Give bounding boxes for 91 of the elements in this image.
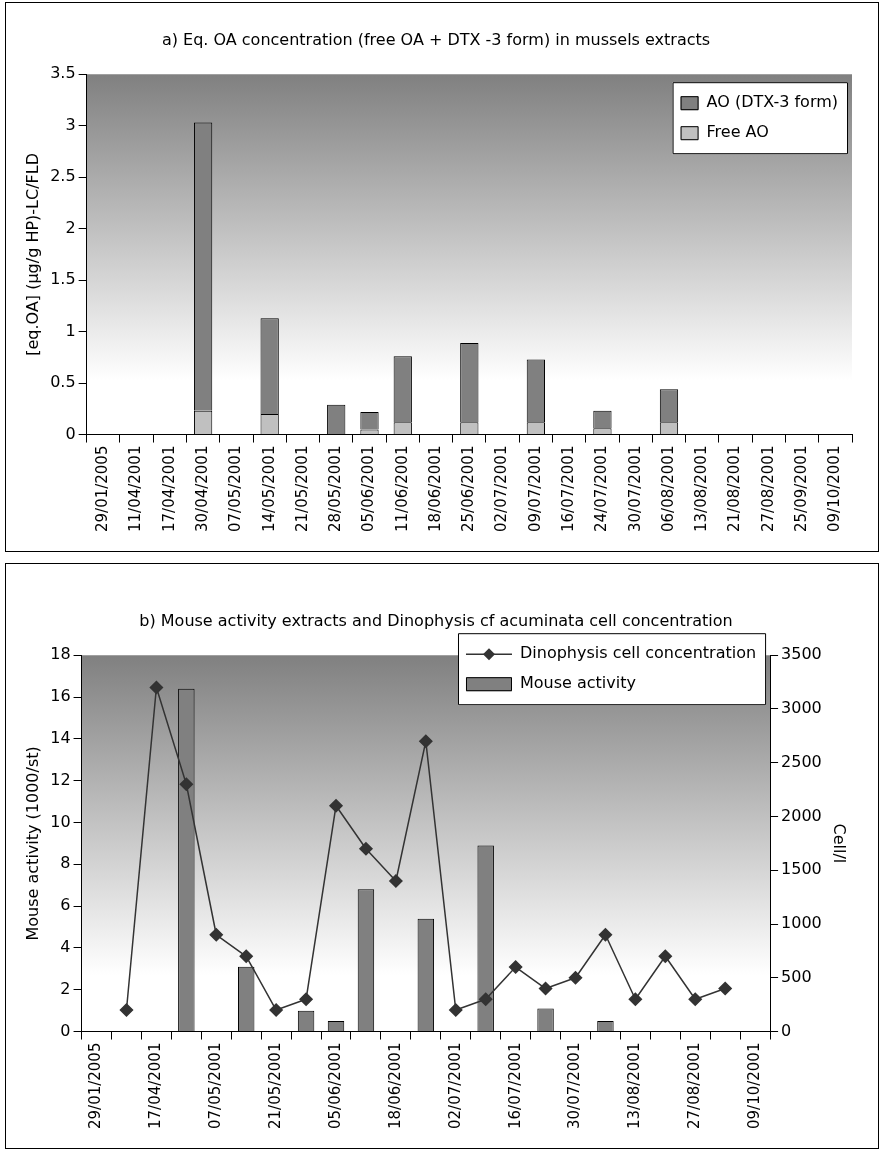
point (628, 992, 643, 1007)
y-tick-label: 1.5 (50, 269, 76, 289)
point (598, 928, 613, 942)
y-tick-label: 6 (60, 895, 71, 915)
x-tick-label: 18/06/2001 (425, 445, 444, 533)
y2-tick-label: 3000 (781, 698, 822, 718)
point (269, 1003, 283, 1017)
point (149, 680, 164, 695)
chart-title: a) Eq. OA concentration (free OA + DTX -3 form) in mussels extracts (161, 29, 711, 49)
y-tick-label: 2.5 (50, 166, 76, 186)
x-tick-label: 21/08/2001 (725, 445, 744, 533)
x-tick-label: 25/09/2001 (791, 445, 810, 533)
legend-label: AO (DTX-3 form) (706, 92, 839, 112)
x-tick-label: 06/08/2001 (658, 445, 677, 533)
x-tick-label: 05/06/2001 (325, 1042, 344, 1130)
legend-label: Dinophysis cell concentration (519, 643, 757, 663)
y2-tick-label: 3500 (781, 644, 822, 664)
point (688, 992, 702, 1007)
chart-title: b) Mouse activity extracts and Dinophysis cf acuminata cell concentration (139, 610, 733, 630)
point (359, 842, 373, 856)
x-tick-label: 11/04/2001 (126, 445, 145, 533)
y-tick-label: 0 (60, 1020, 71, 1040)
point (538, 981, 553, 996)
x-tick-label: 09/10/2001 (825, 445, 844, 533)
y-axis-title: Mouse activity (1000/st) (22, 746, 42, 941)
point (209, 928, 224, 942)
point (419, 734, 433, 748)
legend-label: Mouse activity (519, 673, 636, 693)
x-tick-label: 21/05/2001 (292, 445, 311, 533)
point (508, 960, 523, 974)
y-tick-label: 2 (60, 978, 71, 998)
x-tick-label: 13/08/2001 (625, 1042, 644, 1130)
x-tick-label: 17/04/2001 (159, 445, 178, 533)
point (478, 992, 493, 1007)
x-tick-label: 14/05/2001 (259, 445, 278, 533)
y-tick-label: 3.5 (50, 63, 76, 83)
y-tick-label: 0.5 (50, 372, 76, 392)
x-tick-label: 07/05/2001 (226, 445, 245, 533)
x-tick-label: 11/06/2001 (392, 445, 411, 533)
x-tick-label: 28/05/2001 (326, 445, 345, 533)
x-tick-label: 25/06/2001 (459, 445, 478, 533)
y-tick-label: 18 (50, 644, 71, 664)
x-tick-label: 16/07/2001 (559, 445, 578, 533)
x-tick-label: 30/07/2001 (625, 445, 644, 533)
x-tick-label: 09/07/2001 (525, 445, 544, 533)
y-tick-label: 1 (65, 320, 76, 340)
x-tick-label: 29/01/2005 (93, 445, 112, 533)
y-tick-label: 16 (50, 686, 71, 706)
x-tick-label: 29/01/2005 (86, 1042, 105, 1130)
y2-tick-label: 0 (781, 1020, 792, 1040)
x-tick-label: 17/04/2001 (146, 1042, 165, 1130)
y2-tick-label: 1000 (781, 913, 822, 933)
x-tick-label: 24/07/2001 (592, 445, 611, 533)
x-tick-label: 27/08/2001 (758, 445, 777, 533)
point (718, 981, 732, 996)
x-tick-label: 30/04/2001 (193, 445, 211, 533)
x-tick-label: 09/10/2001 (745, 1042, 763, 1130)
y2-axis-title: Cell/l (830, 823, 850, 864)
point (449, 1003, 463, 1017)
y-tick-label: 12 (50, 769, 71, 789)
y-tick-label: 8 (60, 853, 71, 873)
point (119, 1003, 134, 1017)
x-tick-label: 16/07/2001 (505, 1042, 524, 1130)
y2-tick-label: 2000 (781, 805, 822, 825)
x-tick-label: 02/07/2001 (492, 445, 511, 533)
y2-tick-label: 2500 (781, 751, 822, 771)
y-tick-label: 10 (50, 811, 71, 831)
x-tick-label: 18/06/2001 (385, 1042, 404, 1130)
point (568, 971, 583, 985)
point (389, 874, 403, 888)
y-tick-label: 0 (65, 423, 76, 443)
x-tick-label: 05/06/2001 (359, 445, 378, 533)
point (329, 798, 343, 813)
x-tick-label: 21/05/2001 (266, 1042, 285, 1130)
y2-tick-label: 500 (781, 966, 812, 986)
point (299, 992, 313, 1007)
x-tick-label: 07/05/2001 (206, 1042, 225, 1130)
x-tick-label: 30/07/2001 (565, 1042, 584, 1130)
x-tick-label: 13/08/2001 (692, 445, 711, 533)
y-axis-title: [eq.OA] (µg/g HP)-LC/FLD (22, 153, 42, 356)
y-tick-label: 4 (60, 937, 71, 957)
y-tick-label: 3 (65, 114, 76, 134)
x-tick-label: 27/08/2001 (685, 1042, 704, 1130)
y-tick-label: 14 (50, 727, 71, 747)
point (658, 949, 673, 964)
y-tick-label: 2 (65, 217, 76, 237)
point (179, 777, 194, 791)
y2-tick-label: 1500 (781, 859, 822, 879)
x-tick-label: 02/07/2001 (445, 1042, 464, 1130)
legend-label: Free AO (706, 122, 769, 142)
point (239, 949, 253, 964)
